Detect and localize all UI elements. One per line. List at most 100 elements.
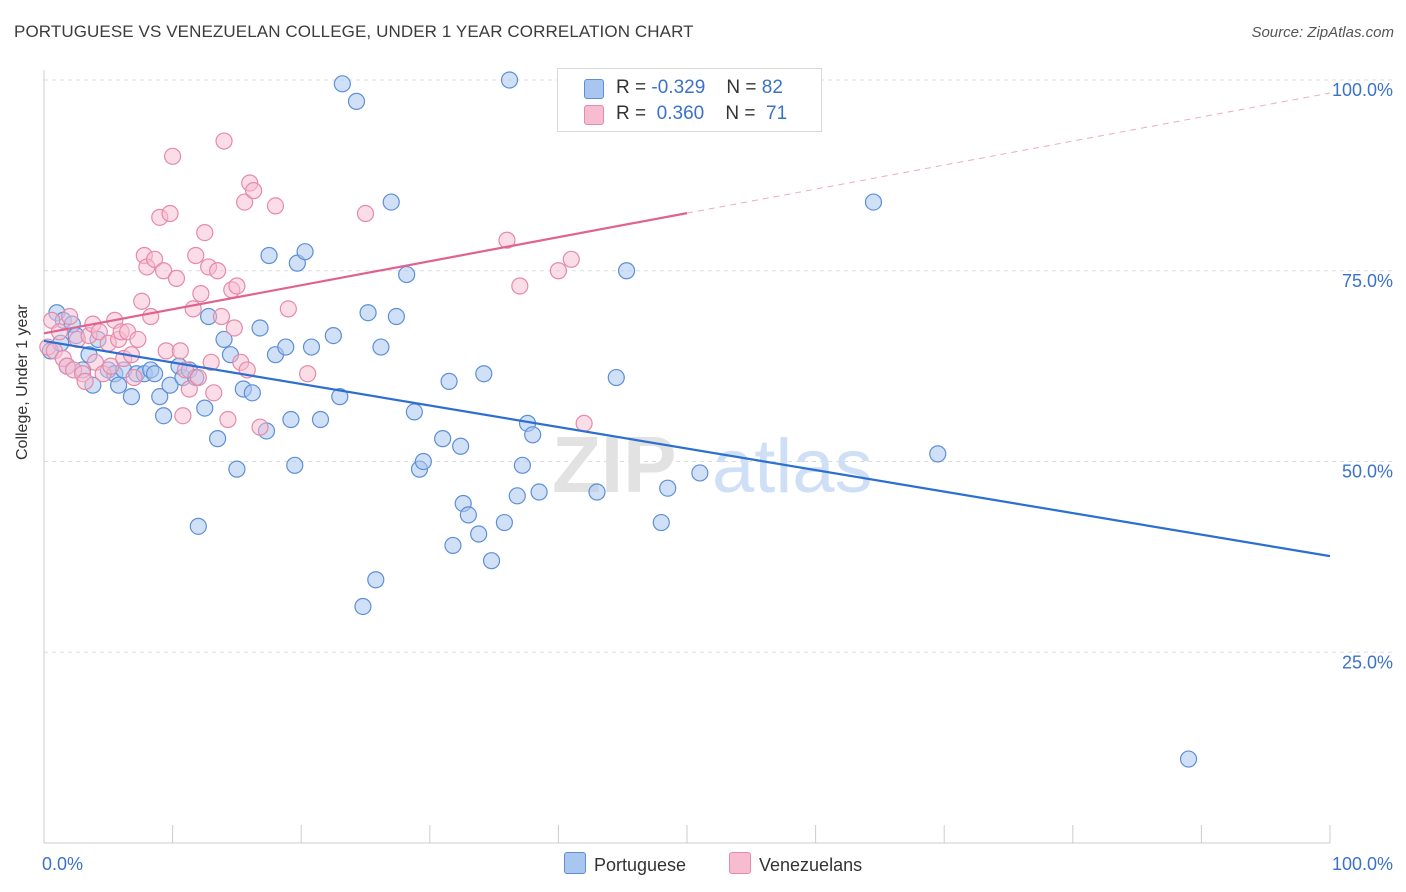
venezuelan-point xyxy=(562,250,580,268)
portuguese-legend-swatch xyxy=(564,852,586,874)
portuguese-swatch xyxy=(584,79,604,99)
axes xyxy=(43,70,1331,844)
venezuelan-point xyxy=(125,368,143,387)
portuguese-point xyxy=(513,456,531,474)
portuguese-point xyxy=(145,365,164,383)
venezuelan-point xyxy=(225,319,243,337)
x-tick-label: 100.0% xyxy=(1332,854,1393,874)
portuguese-point xyxy=(382,193,400,211)
venezuelan-point xyxy=(299,365,317,383)
venezuelan-point xyxy=(174,407,192,425)
portuguese-point xyxy=(347,92,366,110)
portuguese-point xyxy=(296,243,314,261)
n-label: N = xyxy=(726,77,757,98)
venezuelan-point xyxy=(154,262,173,280)
portuguese-point xyxy=(864,193,883,211)
venezuelan-point xyxy=(228,277,246,295)
portuguese-point xyxy=(251,319,269,337)
portuguese-point xyxy=(302,338,321,356)
portuguese-point xyxy=(311,410,330,429)
n-value: 82 xyxy=(761,77,783,98)
portuguese-point xyxy=(189,517,207,535)
venezuelan-point xyxy=(209,262,227,280)
chart-title: PORTUGUESE VS VENEZUELAN COLLEGE, UNDER … xyxy=(14,22,694,41)
portuguese-point xyxy=(440,372,458,390)
venezuelan-point xyxy=(187,246,205,265)
portuguese-point xyxy=(333,75,351,93)
portuguese-point xyxy=(617,262,636,280)
y-tick-label: 25.0% xyxy=(1342,652,1393,672)
legend-label-venezuelans: Venezuelans xyxy=(759,855,863,875)
venezuelan-point xyxy=(192,285,210,303)
x-tick-label: 0.0% xyxy=(42,854,83,874)
venezuelan-point xyxy=(511,277,529,295)
venezuelan-point xyxy=(164,147,182,165)
portuguese-point xyxy=(475,365,493,383)
portuguese-point xyxy=(524,426,542,444)
venezuelan-point xyxy=(167,269,186,287)
venezuelan-point xyxy=(171,342,189,360)
portuguese-point xyxy=(122,388,141,406)
watermark-zip: ZIP xyxy=(552,420,676,509)
portuguese-point xyxy=(154,407,173,425)
venezuelan-point xyxy=(142,307,160,326)
legend-item-portuguese[interactable]: Portuguese xyxy=(564,852,686,876)
portuguese-point xyxy=(588,483,606,501)
venezuelan-point xyxy=(180,380,198,398)
n-value: 71 xyxy=(766,103,788,124)
portuguese-trend-line xyxy=(43,339,1331,558)
portuguese-point xyxy=(508,487,526,505)
legend-item-venezuelans[interactable]: Venezuelans xyxy=(729,852,862,876)
portuguese-point xyxy=(367,571,385,589)
portuguese-point xyxy=(398,265,416,284)
venezuelan-point xyxy=(266,197,285,215)
portuguese-point xyxy=(482,552,501,570)
portuguese-point xyxy=(331,388,349,406)
n-label: N = xyxy=(725,103,756,124)
venezuelan-point xyxy=(575,414,593,432)
portuguese-point xyxy=(372,338,390,356)
portuguese-point xyxy=(359,304,377,322)
portuguese-point xyxy=(659,479,677,497)
venezuelan-point xyxy=(133,292,151,310)
venezuelan-point xyxy=(356,204,375,223)
venezuelan-point xyxy=(236,193,254,211)
y-tick-label: 50.0% xyxy=(1342,462,1393,482)
venezuelan-point xyxy=(61,307,79,326)
portuguese-point xyxy=(228,460,246,478)
trend-lines xyxy=(43,92,1331,558)
portuguese-point xyxy=(405,403,423,421)
venezuelan-point xyxy=(245,182,263,200)
r-label: R = xyxy=(616,77,647,98)
portuguese-point xyxy=(260,246,278,265)
portuguese-point xyxy=(387,307,405,326)
venezuelan-point xyxy=(202,353,220,371)
portuguese-point xyxy=(444,536,462,555)
portuguese-point xyxy=(209,430,227,448)
venezuelan-swatch xyxy=(584,105,604,125)
stats-legend: R = -0.329 N = 82 R = 0.360 N = 71 xyxy=(557,68,822,132)
venezuelan-point xyxy=(102,357,120,375)
portuguese-point xyxy=(161,376,179,394)
venezuelan-point xyxy=(251,418,269,436)
venezuelan-point xyxy=(279,300,297,318)
portuguese-point xyxy=(286,456,304,474)
r-value: 0.360 xyxy=(656,103,705,124)
venezuelan-point xyxy=(219,410,237,429)
portuguese-point xyxy=(607,368,625,387)
portuguese-point xyxy=(459,506,477,524)
source-label: Source: ZipAtlas.com xyxy=(1251,24,1394,41)
portuguese-point xyxy=(109,376,128,394)
venezuelan-point xyxy=(189,368,207,387)
portuguese-point xyxy=(282,410,300,429)
venezuelan-point xyxy=(205,384,223,402)
venezuelan-legend-swatch xyxy=(729,852,751,874)
r-value: -0.329 xyxy=(651,77,706,98)
portuguese-point xyxy=(414,452,432,471)
venezuelan-point xyxy=(196,224,214,242)
y-tick-label: 75.0% xyxy=(1342,271,1393,291)
portuguese-point xyxy=(452,437,470,455)
venezuelan-point xyxy=(76,372,94,390)
portuguese-point xyxy=(243,384,261,402)
